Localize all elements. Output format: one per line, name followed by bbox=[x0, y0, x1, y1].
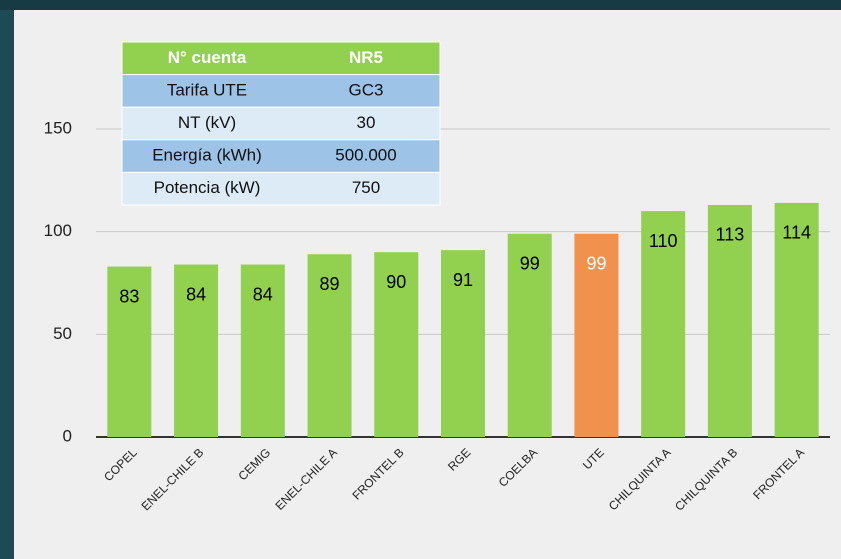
data-label: 113 bbox=[716, 225, 745, 245]
table-cell: N° cuenta bbox=[168, 48, 247, 67]
bar bbox=[707, 204, 752, 437]
table-cell: Potencia (kW) bbox=[154, 178, 261, 197]
bar bbox=[240, 264, 285, 437]
data-label: 114 bbox=[782, 223, 811, 243]
table-cell: 750 bbox=[352, 178, 380, 197]
data-label: 91 bbox=[453, 270, 473, 290]
data-label: 89 bbox=[320, 274, 340, 294]
y-tick-label: 50 bbox=[53, 324, 72, 343]
bar bbox=[374, 252, 419, 437]
table-cell: 30 bbox=[357, 113, 376, 132]
table-cell: Tarifa UTE bbox=[167, 80, 247, 99]
data-label: 90 bbox=[386, 272, 406, 292]
bar bbox=[174, 264, 219, 437]
bar bbox=[774, 202, 819, 437]
table-cell: NR5 bbox=[349, 48, 383, 67]
bar bbox=[107, 266, 152, 437]
table-row bbox=[121, 41, 441, 76]
bar bbox=[307, 254, 352, 437]
bar bbox=[507, 233, 552, 437]
data-label: 84 bbox=[186, 284, 206, 304]
y-tick-label: 0 bbox=[63, 426, 72, 445]
table-cell: Energía (kWh) bbox=[152, 146, 262, 165]
data-label: 99 bbox=[586, 253, 606, 273]
bar bbox=[641, 211, 686, 437]
table-cell: 500.000 bbox=[335, 146, 396, 165]
table-cell: NT (kV) bbox=[178, 113, 236, 132]
table-row bbox=[121, 171, 441, 206]
top-band bbox=[0, 0, 841, 10]
y-tick-label: 150 bbox=[44, 118, 72, 137]
bar bbox=[441, 250, 485, 437]
data-label: 110 bbox=[649, 231, 678, 251]
table-row bbox=[121, 74, 441, 108]
data-label: 83 bbox=[119, 286, 139, 306]
bar bbox=[574, 233, 619, 437]
table-row bbox=[121, 106, 441, 141]
data-label: 84 bbox=[253, 284, 273, 304]
data-label: 99 bbox=[520, 253, 540, 273]
table-cell: GC3 bbox=[349, 80, 384, 99]
table-row bbox=[121, 139, 441, 173]
y-tick-label: 100 bbox=[44, 221, 72, 240]
